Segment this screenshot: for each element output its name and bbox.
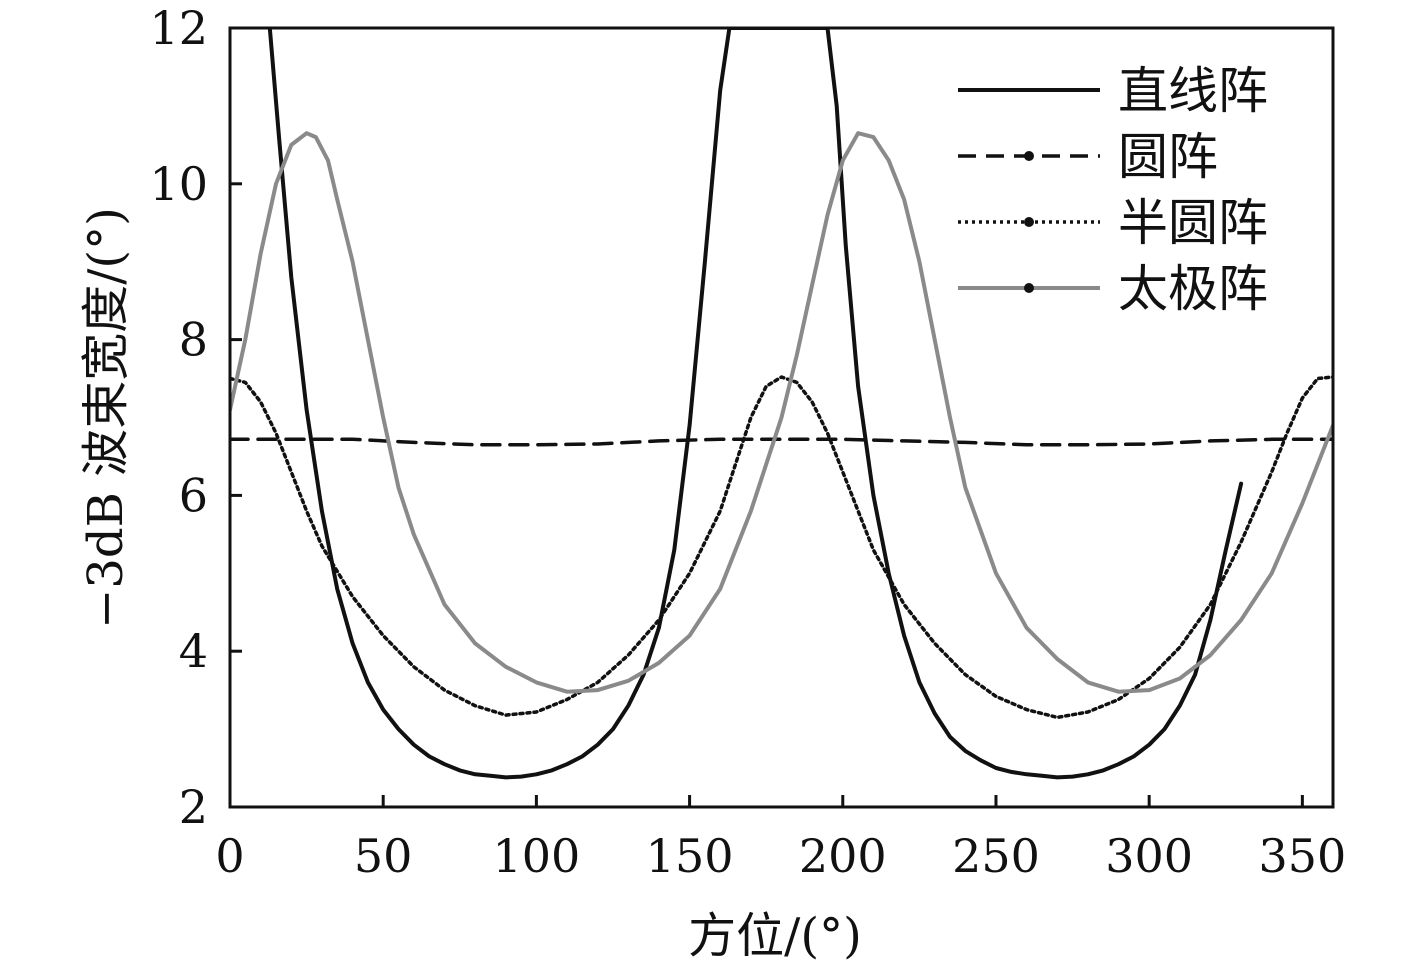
y-tick-label: 8 <box>179 313 208 367</box>
series-layer <box>230 28 1333 780</box>
y-tick-label: 2 <box>179 780 208 834</box>
y-tick-label: 12 <box>149 1 208 55</box>
x-axis-title: 方位/(°) <box>688 908 862 964</box>
y-tick-label: 4 <box>179 624 208 678</box>
x-axis: 0 50 100 150 200 250 300 350 <box>215 795 1346 883</box>
y-axis-title: −3dB 波束宽度/(°) <box>78 207 134 629</box>
series-line-4 <box>230 131 1333 694</box>
x-tick-label: 250 <box>952 829 1040 883</box>
series-line-3 <box>230 375 1333 720</box>
x-tick-label: 0 <box>215 829 244 883</box>
legend-marker-2 <box>1024 151 1034 161</box>
legend-label-2: 圆阵 <box>1118 128 1218 186</box>
y-tick-label: 6 <box>179 468 208 522</box>
legend-label-3: 半圆阵 <box>1118 194 1268 252</box>
x-tick-label: 100 <box>492 829 580 883</box>
x-tick-label: 150 <box>646 829 734 883</box>
x-tick-label: 350 <box>1258 829 1346 883</box>
series-line-2 <box>230 437 1333 447</box>
x-tick-label: 50 <box>354 829 413 883</box>
y-axis: 2 4 6 8 10 12 <box>149 1 242 834</box>
series-line-1 <box>267 28 1244 780</box>
legend-marker-4 <box>1024 283 1034 293</box>
legend-label-1: 直线阵 <box>1118 62 1268 120</box>
x-tick-label: 200 <box>799 829 887 883</box>
plot-frame <box>228 26 1335 809</box>
x-tick-label: 300 <box>1105 829 1193 883</box>
y-tick-label: 10 <box>149 157 208 211</box>
legend-label-4: 太极阵 <box>1118 260 1268 318</box>
legend-marker-3 <box>1024 217 1034 227</box>
